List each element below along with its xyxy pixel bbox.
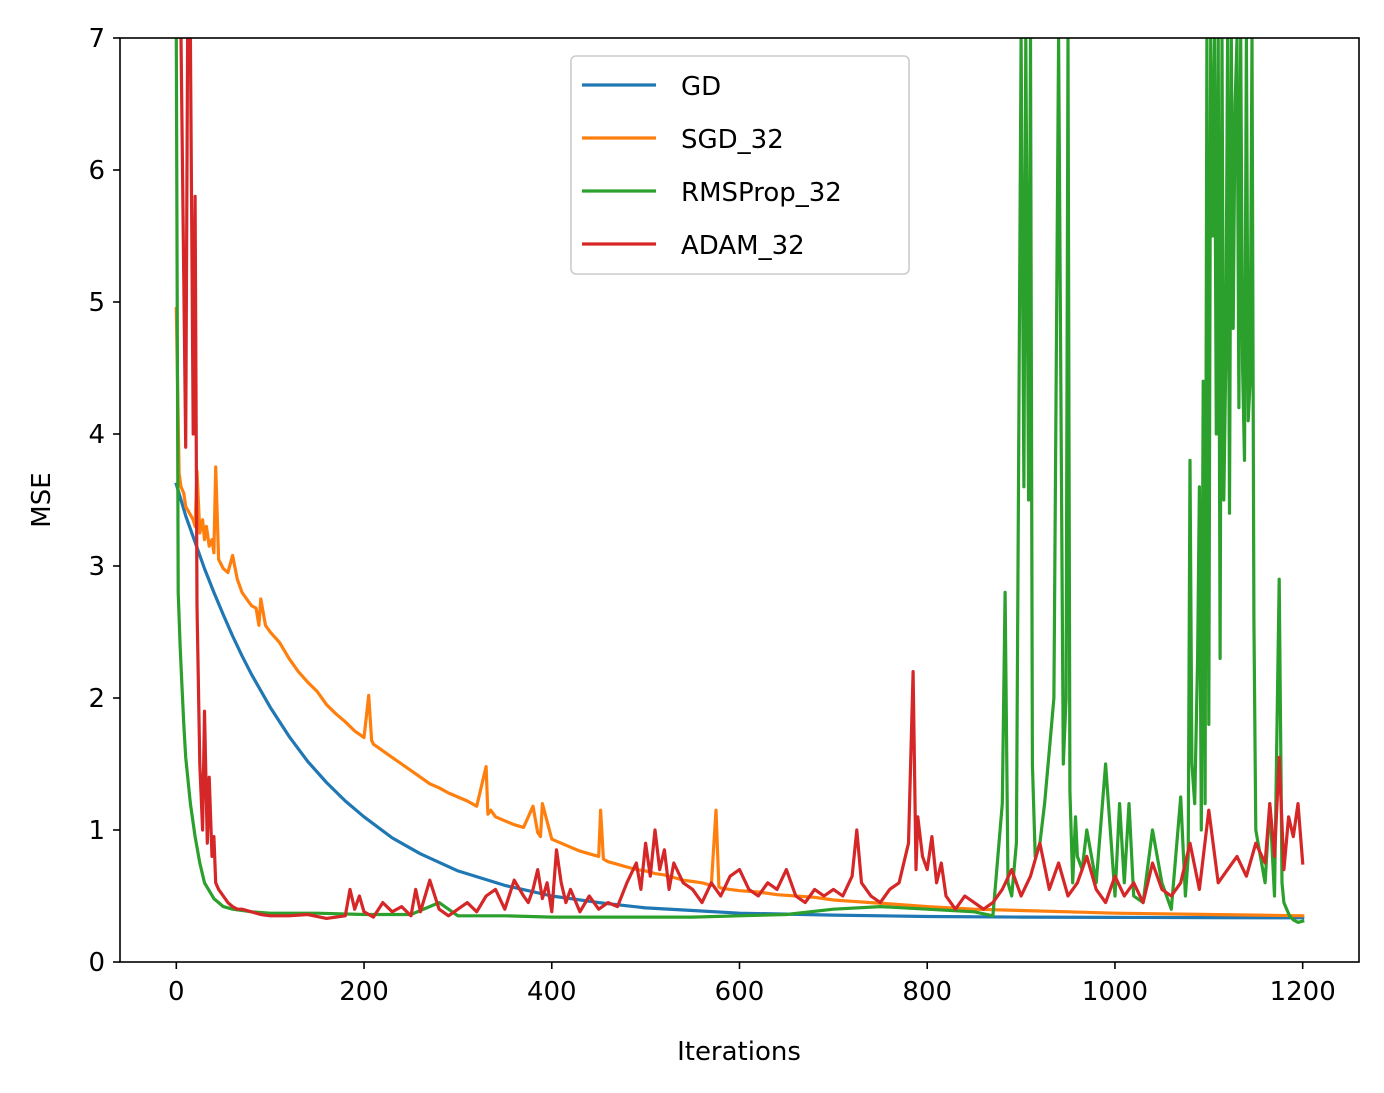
series-layer — [174, 38, 1305, 925]
y-tick-label: 6 — [88, 156, 105, 186]
legend-label: RMSProp_32 — [681, 178, 842, 208]
x-tick-label: 800 — [902, 977, 952, 1007]
legend: GD SGD_32 RMSProp_32 ADAM_32 — [570, 55, 910, 275]
y-tick-label: 5 — [88, 288, 105, 318]
legend-frame — [570, 55, 910, 275]
series-line-rmsprop-32 — [174, 38, 1305, 925]
x-tick-label: 1200 — [1270, 977, 1336, 1007]
y-tick-label: 1 — [88, 816, 105, 846]
y-tick-label: 3 — [88, 552, 105, 582]
legend-label: GD — [681, 72, 721, 102]
x-tick-label: 1000 — [1082, 977, 1148, 1007]
legend-label: SGD_32 — [681, 125, 784, 155]
y-tick-label: 0 — [88, 948, 105, 978]
x-axis: 0 200 400 600 800 1000 1200 — [168, 962, 1336, 1007]
x-tick-label: 600 — [715, 977, 765, 1007]
y-tick-label: 4 — [88, 420, 105, 450]
y-tick-label: 7 — [88, 24, 105, 54]
y-tick-label: 2 — [88, 684, 105, 714]
series-line-sgd-32 — [174, 306, 1305, 918]
x-tick-label: 0 — [168, 977, 185, 1007]
y-axis-title: MSE — [27, 472, 57, 527]
series-line-adam-32 — [179, 38, 1305, 921]
x-tick-label: 400 — [527, 977, 577, 1007]
x-axis-title: Iterations — [677, 1037, 801, 1067]
y-axis: 0 1 2 3 4 5 6 7 — [88, 24, 120, 978]
series-line-gd — [174, 482, 1305, 920]
x-tick-label: 200 — [339, 977, 389, 1007]
legend-label: ADAM_32 — [681, 231, 805, 261]
